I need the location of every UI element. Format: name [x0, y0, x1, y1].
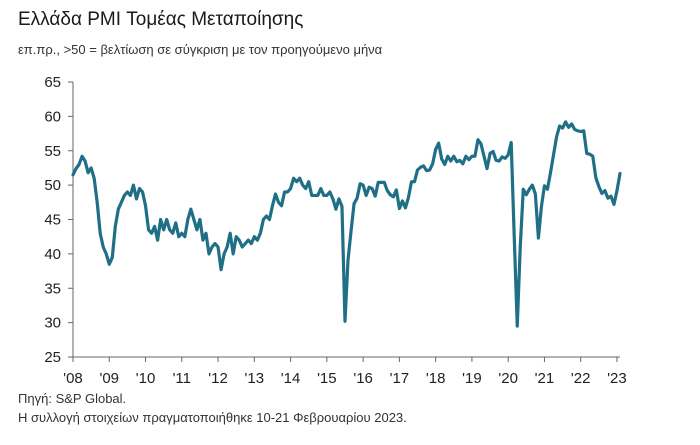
y-tick-label: 30: [44, 315, 61, 332]
x-tick-label: '16: [353, 370, 373, 387]
data-collection-note: Η συλλογή στοιχείων πραγματοποιήθηκε 10-…: [18, 410, 407, 425]
x-tick-label: '22: [571, 370, 591, 387]
y-tick-label: 55: [44, 143, 61, 160]
y-tick-label: 60: [44, 108, 61, 125]
x-tick-label: '09: [99, 370, 119, 387]
chart-subtitle: επ.πρ., >50 = βελτίωση σε σύγκριση με το…: [18, 42, 383, 57]
x-tick-label: '08: [63, 370, 83, 387]
y-tick-label: 45: [44, 212, 61, 229]
x-tick-label: '21: [535, 370, 555, 387]
x-tick-label: '18: [426, 370, 446, 387]
x-tick-label: '15: [317, 370, 337, 387]
y-tick-label: 65: [44, 74, 61, 91]
x-tick-label: '10: [136, 370, 156, 387]
x-tick-label: '20: [498, 370, 518, 387]
chart-title: Ελλάδα PMI Τομέας Μεταποίησης: [18, 9, 304, 30]
y-tick-label: 35: [44, 280, 61, 297]
y-tick-label: 40: [44, 246, 61, 263]
pmi-series-line: [71, 120, 622, 328]
y-tick-label: 50: [44, 177, 61, 194]
x-tick-label: '12: [208, 370, 228, 387]
x-tick-label: '11: [173, 370, 191, 387]
y-tick-label: 25: [44, 349, 61, 366]
x-tick-label: '19: [462, 370, 482, 387]
source-note: Πηγή: S&P Global.: [18, 391, 127, 406]
x-tick-label: '14: [281, 370, 301, 387]
x-tick-label: '13: [245, 370, 265, 387]
x-tick-label: '23: [607, 370, 627, 387]
x-tick-label: '17: [390, 370, 410, 387]
